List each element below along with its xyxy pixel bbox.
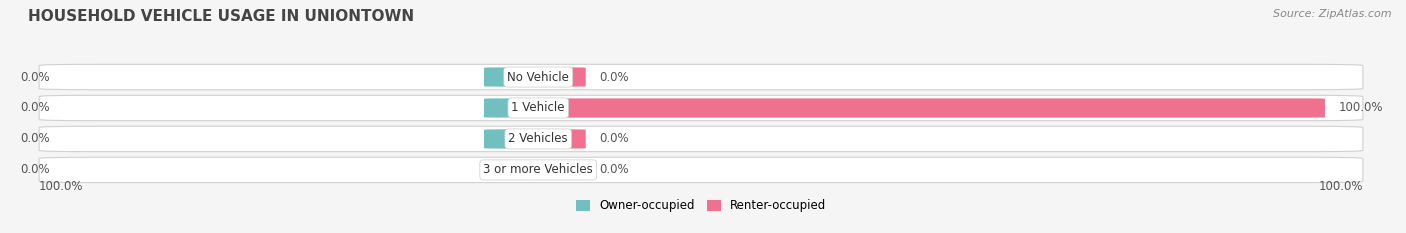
FancyBboxPatch shape <box>39 95 1362 121</box>
Text: 0.0%: 0.0% <box>20 71 51 83</box>
Text: 0.0%: 0.0% <box>599 163 628 176</box>
FancyBboxPatch shape <box>538 67 586 87</box>
Text: 0.0%: 0.0% <box>599 71 628 83</box>
Text: 0.0%: 0.0% <box>599 133 628 145</box>
Text: 1 Vehicle: 1 Vehicle <box>512 102 565 114</box>
FancyBboxPatch shape <box>39 64 1362 90</box>
Text: No Vehicle: No Vehicle <box>508 71 569 83</box>
FancyBboxPatch shape <box>538 98 1324 118</box>
Text: 2 Vehicles: 2 Vehicles <box>509 133 568 145</box>
FancyBboxPatch shape <box>484 67 538 87</box>
FancyBboxPatch shape <box>39 126 1362 152</box>
Text: 100.0%: 100.0% <box>39 181 83 193</box>
FancyBboxPatch shape <box>484 160 538 180</box>
Legend: Owner-occupied, Renter-occupied: Owner-occupied, Renter-occupied <box>575 199 827 212</box>
Text: 0.0%: 0.0% <box>20 133 51 145</box>
FancyBboxPatch shape <box>484 129 538 149</box>
Text: HOUSEHOLD VEHICLE USAGE IN UNIONTOWN: HOUSEHOLD VEHICLE USAGE IN UNIONTOWN <box>28 9 415 24</box>
Text: 0.0%: 0.0% <box>20 102 51 114</box>
Text: 3 or more Vehicles: 3 or more Vehicles <box>484 163 593 176</box>
Text: 0.0%: 0.0% <box>20 163 51 176</box>
Text: 100.0%: 100.0% <box>1339 102 1384 114</box>
FancyBboxPatch shape <box>538 160 586 180</box>
Text: Source: ZipAtlas.com: Source: ZipAtlas.com <box>1274 9 1392 19</box>
FancyBboxPatch shape <box>484 98 538 118</box>
FancyBboxPatch shape <box>538 129 586 149</box>
Text: 100.0%: 100.0% <box>1319 181 1362 193</box>
FancyBboxPatch shape <box>39 157 1362 183</box>
